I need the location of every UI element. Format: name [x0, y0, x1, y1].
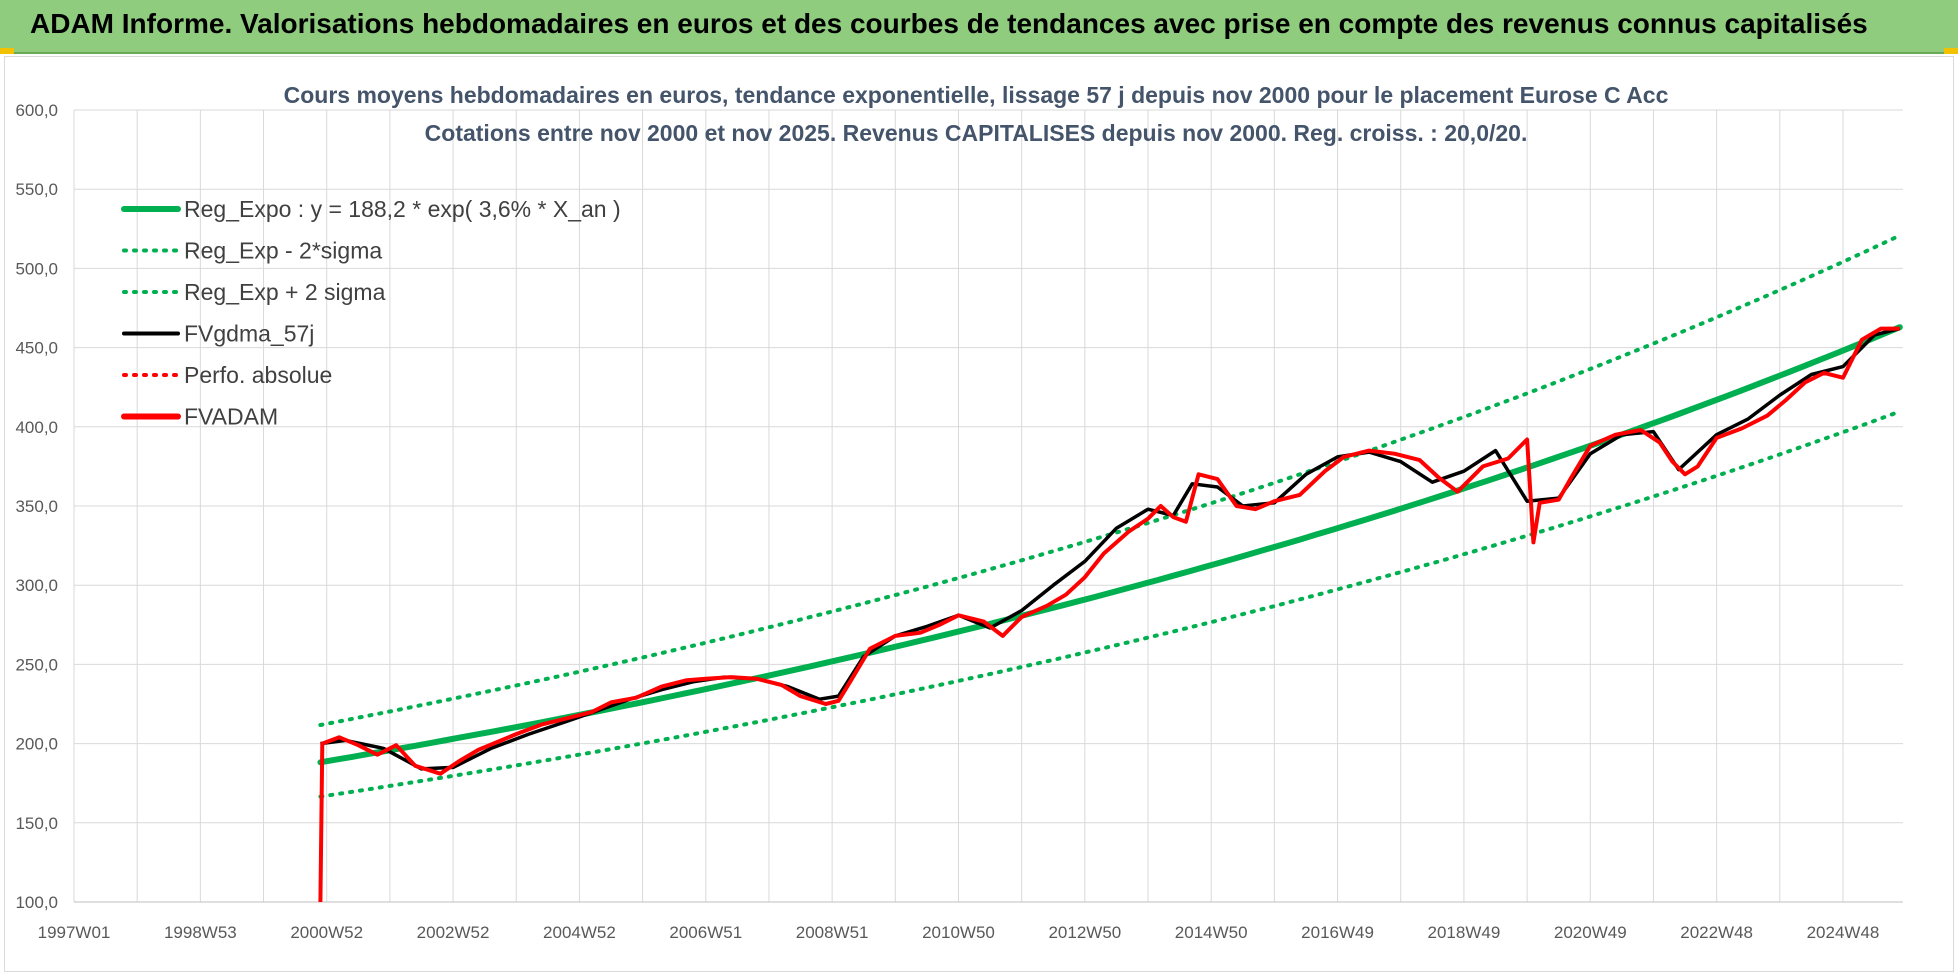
y-tick-label: 550,0	[15, 180, 58, 199]
y-tick-label: 100,0	[15, 893, 58, 912]
title-banner: ADAM Informe. Valorisations hebdomadaire…	[0, 0, 1958, 54]
fvgdma-line	[320, 326, 1901, 771]
legend-label: Perfo. absolue	[184, 362, 332, 388]
y-tick-label: 150,0	[15, 814, 58, 833]
x-tick-label: 2010W50	[922, 923, 995, 942]
right-corner-marker	[1944, 48, 1958, 54]
regression-line	[317, 324, 1903, 766]
y-tick-label: 300,0	[15, 576, 58, 595]
x-tick-label: 2018W49	[1428, 923, 1501, 942]
x-tick-label: 2020W49	[1554, 923, 1627, 942]
regression-band-line	[318, 233, 1902, 727]
legend-label: Reg_Expo : y = 188,2 * exp( 3,6% * X_an …	[184, 196, 621, 222]
grid-lines	[73, 109, 1903, 903]
legend-label: FVADAM	[184, 404, 278, 430]
x-axis-ticks: 1997W01 1998W53 2000W52 2002W52 2004W52 2006W…	[38, 923, 1880, 942]
series-lines	[317, 233, 1903, 903]
x-tick-label: 1998W53	[164, 923, 237, 942]
legend-label: Reg_Exp + 2 sigma	[184, 279, 386, 305]
x-tick-label: 1997W01	[38, 923, 111, 942]
x-tick-label: 2024W48	[1807, 923, 1880, 942]
chart-subtitle: Cotations entre nov 2000 et nov 2025. Re…	[425, 120, 1528, 146]
x-tick-label: 2002W52	[417, 923, 490, 942]
y-tick-label: 350,0	[15, 497, 58, 516]
y-tick-label: 600,0	[15, 101, 58, 120]
banner-title: ADAM Informe. Valorisations hebdomadaire…	[30, 8, 1868, 39]
fvadam-line	[318, 326, 1900, 903]
x-tick-label: 2004W52	[543, 923, 616, 942]
chart-title: Cours moyens hebdomadaires en euros, ten…	[284, 82, 1669, 108]
legend-label: FVgdma_57j	[184, 321, 314, 347]
x-tick-label: 2014W50	[1175, 923, 1248, 942]
x-tick-label: 2008W51	[796, 923, 869, 942]
x-tick-label: 2016W49	[1301, 923, 1374, 942]
y-axis-ticks: 100,0 150,0 200,0 250,0 300,0 350,0 400,0 450,0…	[15, 101, 58, 912]
x-tick-label: 2006W51	[669, 923, 742, 942]
x-tick-label: 2022W48	[1680, 923, 1753, 942]
regression-band-line	[318, 409, 1902, 799]
y-tick-label: 500,0	[15, 259, 58, 278]
x-tick-label: 2000W52	[290, 923, 363, 942]
y-tick-label: 400,0	[15, 418, 58, 437]
y-tick-label: 200,0	[15, 735, 58, 754]
chart-legend: Reg_Expo : y = 188,2 * exp( 3,6% * X_an …	[121, 196, 621, 430]
chart-frame	[4, 56, 1954, 972]
x-tick-label: 2012W50	[1048, 923, 1121, 942]
y-tick-label: 250,0	[15, 655, 58, 674]
y-tick-label: 450,0	[15, 339, 58, 358]
legend-label: Reg_Exp - 2*sigma	[184, 238, 382, 264]
left-corner-marker	[0, 48, 14, 54]
